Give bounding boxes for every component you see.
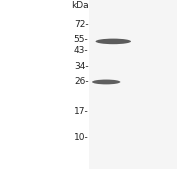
Ellipse shape bbox=[96, 39, 131, 44]
Text: 43-: 43- bbox=[74, 46, 88, 55]
Text: 26-: 26- bbox=[74, 77, 88, 86]
Text: 34-: 34- bbox=[74, 62, 88, 71]
Bar bbox=[88, 0, 177, 169]
Ellipse shape bbox=[92, 80, 120, 84]
Text: 10-: 10- bbox=[74, 133, 88, 142]
Text: 55-: 55- bbox=[74, 35, 88, 44]
Text: 17-: 17- bbox=[74, 107, 88, 116]
Text: kDa: kDa bbox=[71, 1, 88, 10]
Text: 72-: 72- bbox=[74, 20, 88, 29]
